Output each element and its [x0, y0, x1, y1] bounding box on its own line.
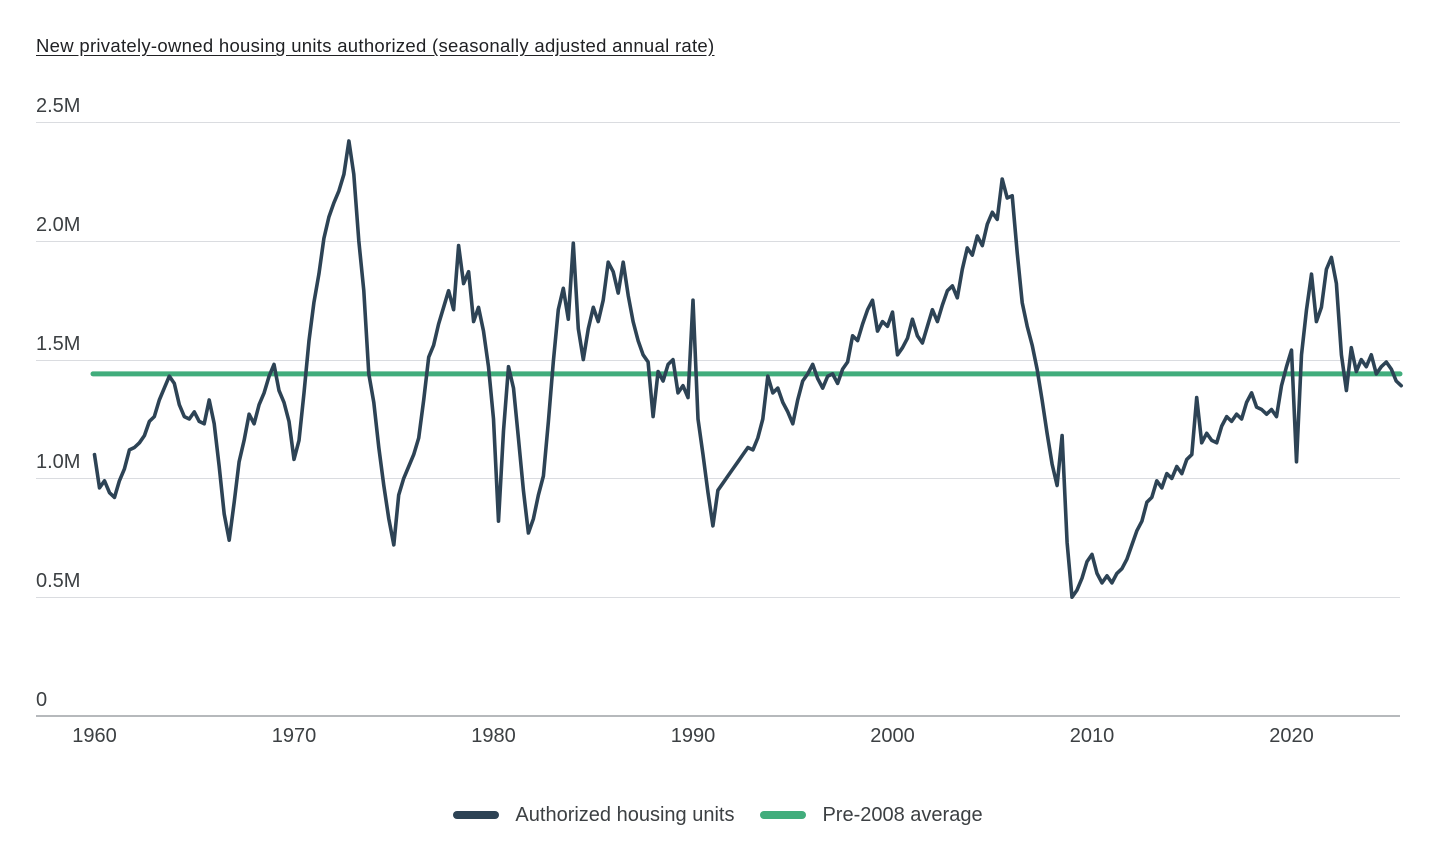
- y-tick-label-2.5M: 2.5M: [36, 95, 81, 117]
- legend: Authorized housing units Pre-2008 averag…: [36, 799, 1400, 831]
- gridline-1.5M: [36, 359, 1400, 361]
- pre2008-average-swatch-icon: [760, 811, 807, 819]
- gridline-1.0M: [36, 478, 1400, 480]
- authorized-housing-units-line: [92, 139, 1403, 600]
- authorized-units-swatch-icon: [453, 811, 500, 819]
- legend-label: Authorized housing units: [515, 803, 735, 826]
- gridline-0: [36, 715, 1400, 717]
- y-tick-label-1.0M: 1.0M: [36, 451, 81, 474]
- y-tick-label-2.0M: 2.0M: [36, 213, 81, 236]
- gridline-0.5M: [36, 597, 1400, 599]
- x-tick-label-1960: 1960: [72, 725, 117, 747]
- x-tick-label-2010: 2010: [1069, 725, 1115, 747]
- y-tick-label-0: 0: [36, 689, 48, 711]
- legend-item-authorized-units: Authorized housing units: [453, 804, 734, 827]
- x-tick-label-1970: 1970: [271, 725, 317, 747]
- y-tick-label-1.5M: 1.5M: [36, 332, 81, 355]
- legend-item-pre2008-average: Pre-2008 average: [760, 803, 983, 827]
- y-tick-label-0.5M: 0.5M: [36, 570, 81, 593]
- x-tick-label-1980: 1980: [471, 725, 516, 747]
- chart-title[interactable]: New privately-owned housing units author…: [36, 35, 715, 56]
- x-tick-label-2000: 2000: [870, 725, 915, 747]
- gridline-2.5M: [36, 122, 1400, 123]
- gridline-2.0M: [36, 240, 1400, 242]
- x-tick-label-2020: 2020: [1269, 725, 1314, 747]
- legend-label: Pre-2008 average: [822, 803, 983, 826]
- x-tick-label-1990: 1990: [670, 725, 716, 747]
